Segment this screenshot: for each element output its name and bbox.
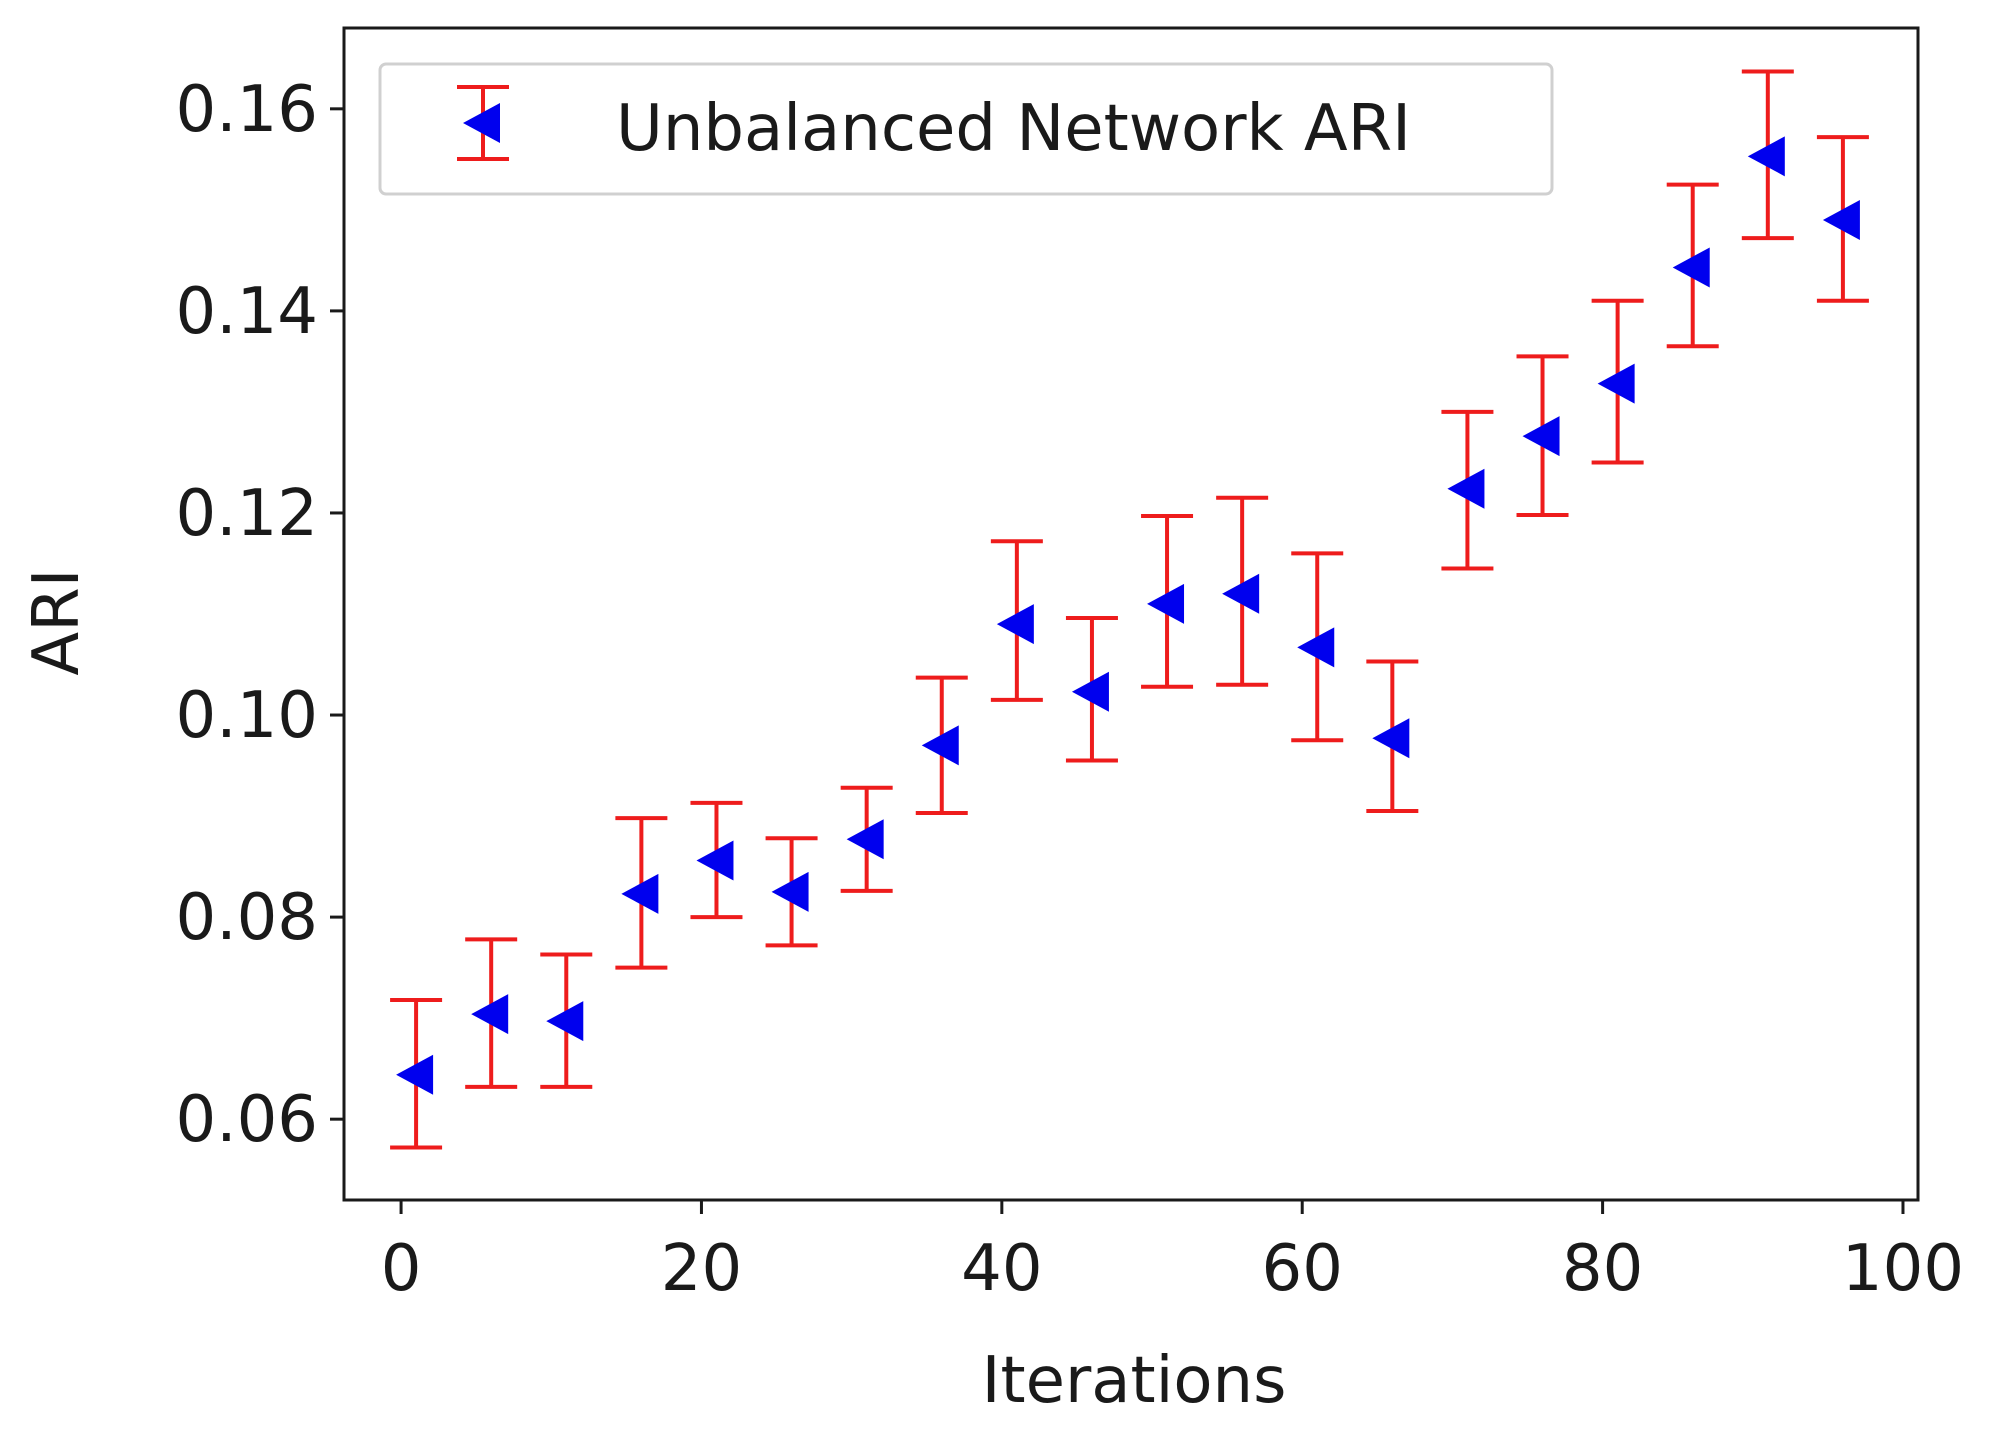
data-point-marker <box>1747 136 1785 177</box>
y-axis-title: ARI <box>20 568 94 675</box>
data-point-marker <box>696 840 734 881</box>
y-tick-label: 0.12 <box>176 477 319 551</box>
legend-box <box>378 62 1554 196</box>
data-point-marker <box>846 819 884 860</box>
legend-errorbar-marker-icon <box>457 85 509 161</box>
x-tick-label: 20 <box>661 1232 742 1306</box>
y-axis: 0.06 0.08 0.10 0.12 0.14 0.16 <box>176 73 344 1157</box>
data-markers <box>396 136 1860 1095</box>
x-tick-label: 0 <box>381 1232 422 1306</box>
y-tick-label: 0.10 <box>176 679 319 753</box>
x-tick-label: 80 <box>1562 1232 1643 1306</box>
data-point-marker <box>1071 671 1109 712</box>
legend-marker <box>463 103 500 143</box>
data-point-marker <box>396 1054 434 1095</box>
legend-label: Unbalanced Network ARI <box>616 92 1411 166</box>
data-point-marker <box>1672 247 1710 288</box>
data-point-marker <box>1447 468 1485 509</box>
data-point-marker <box>1597 363 1635 404</box>
x-axis: 0 20 40 60 80 100 <box>381 1200 1964 1306</box>
data-point-marker <box>1222 573 1260 614</box>
data-point-marker <box>1147 583 1185 624</box>
data-point-marker <box>1297 627 1335 668</box>
data-point-marker <box>1372 718 1410 759</box>
x-axis-title: Iterations <box>982 1344 1287 1418</box>
x-tick-label: 100 <box>1842 1232 1964 1306</box>
y-tick-label: 0.08 <box>176 881 319 955</box>
data-point-marker <box>471 994 509 1035</box>
data-point-marker <box>996 604 1034 645</box>
legend: Unbalanced Network ARI <box>378 62 1554 196</box>
plot-frame <box>342 26 1920 1202</box>
data-point-marker <box>1822 199 1860 240</box>
y-tick-label: 0.06 <box>176 1083 319 1157</box>
x-tick-label: 40 <box>961 1232 1042 1306</box>
y-tick-label: 0.14 <box>176 275 319 349</box>
data-point-marker <box>1522 416 1560 457</box>
data-point-marker <box>921 725 959 766</box>
data-point-marker <box>546 1001 584 1042</box>
y-tick-label: 0.16 <box>176 73 319 147</box>
x-tick-label: 60 <box>1261 1232 1342 1306</box>
data-point-marker <box>771 871 809 912</box>
error-bars <box>390 69 1869 1150</box>
data-point-marker <box>621 873 659 914</box>
